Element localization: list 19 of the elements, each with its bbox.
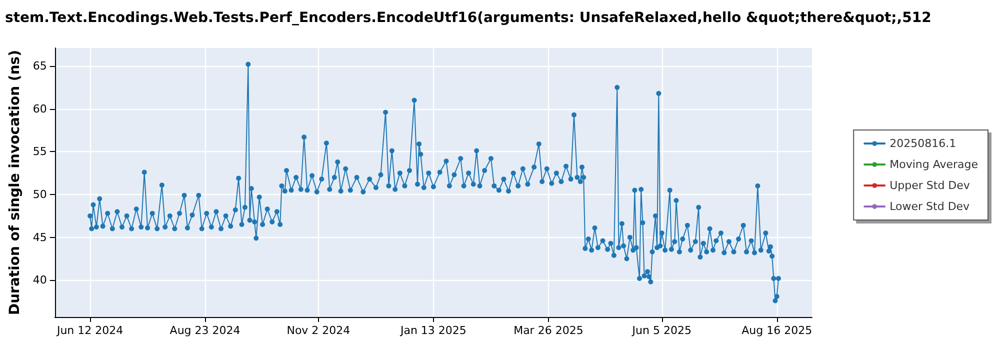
- x-tick-label: Jun 5 2025: [631, 324, 692, 337]
- y-tick-label: 55: [32, 145, 47, 158]
- x-tick-label: Aug 23 2024: [170, 324, 240, 337]
- x-tick-label: Mar 26 2025: [514, 324, 584, 337]
- y-tick-label: 60: [32, 102, 47, 116]
- y-axis-title: Duration of single invocation (ns): [7, 50, 23, 316]
- legend-label: Upper Std Dev: [890, 179, 970, 192]
- y-tick-label: 65: [32, 59, 47, 72]
- x-tick-label: Jan 13 2025: [399, 324, 466, 337]
- x-tick-label: Nov 2 2024: [286, 324, 350, 337]
- x-tick-label: Jun 12 2024: [56, 324, 124, 337]
- legend-label: Moving Average: [890, 158, 978, 171]
- chart-title: stem.Text.Encodings.Web.Tests.Perf_Encoders.EncodeUtf16(arguments: UnsafeRelaxed,hello &quot;there&quot;,512: [5, 10, 932, 26]
- legend-label: 20250816.1: [890, 137, 956, 150]
- y-tick-label: 40: [32, 274, 47, 287]
- x-tick-label: Aug 16 2025: [742, 324, 812, 337]
- legend-label: Lower Std Dev: [890, 200, 970, 213]
- y-tick-label: 45: [32, 230, 47, 244]
- y-tick-label: 50: [32, 188, 47, 201]
